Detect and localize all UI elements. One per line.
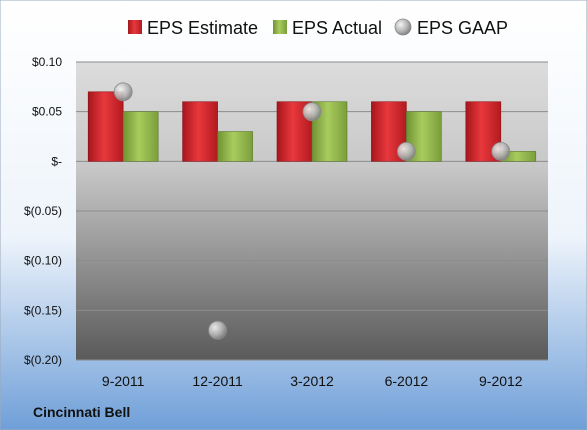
legend-label-actual: EPS Actual [292,18,382,38]
x-tick-labels: 9-2011 12-2011 3-2012 6-2012 9-2012 [102,373,523,389]
y-tick-label: $(0.05) [24,204,62,218]
y-tick-label: $(0.20) [24,353,62,367]
legend-marker-gaap [394,18,412,36]
x-tick-label: 9-2011 [102,373,145,389]
bar-eps-actual [406,111,442,162]
gaap-point [113,82,133,102]
gaap-points [113,82,511,340]
gaap-point [302,102,322,122]
gaap-point [396,141,416,161]
x-tick-label: 12-2011 [192,373,243,389]
company-name: Cincinnati Bell [33,404,130,420]
bar-eps-estimate [87,91,124,162]
legend-swatch-estimate [128,20,142,34]
legend: EPS Estimate EPS Actual EPS GAAP [128,18,508,38]
gaap-point [491,141,511,161]
legend-label-gaap: EPS GAAP [417,18,508,38]
y-tick-label: $(0.15) [24,303,62,317]
y-tick-labels: $0.10 $0.05 $- $(0.05) $(0.10) $(0.15) $(0.20) [24,55,62,367]
y-tick-label: $- [51,154,62,168]
y-tick-label: $0.05 [32,105,62,119]
y-tick-label: $0.10 [32,55,62,69]
x-tick-label: 3-2012 [290,373,334,389]
legend-swatch-actual [273,20,287,34]
bar-eps-actual [122,111,159,162]
bar-eps-actual [217,131,253,162]
x-tick-label: 6-2012 [385,373,429,389]
y-tick-label: $(0.10) [24,254,62,268]
bar-eps-estimate [182,101,218,162]
legend-label-estimate: EPS Estimate [147,18,258,38]
gaap-point [208,320,228,340]
x-tick-label: 9-2012 [479,373,523,389]
